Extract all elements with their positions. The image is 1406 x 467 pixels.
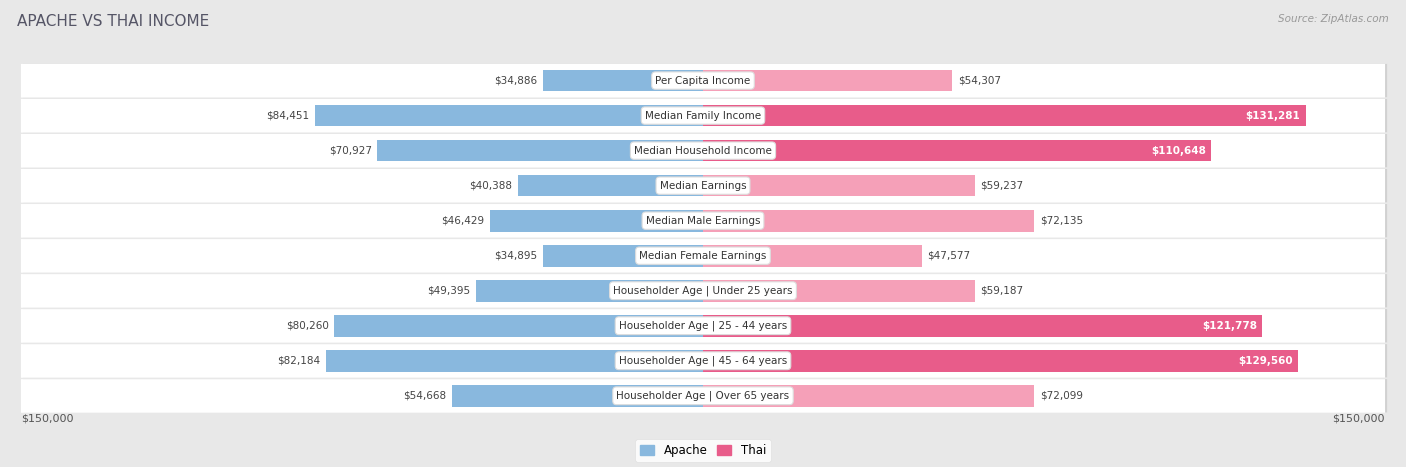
- Text: $47,577: $47,577: [927, 251, 970, 261]
- Text: $150,000: $150,000: [21, 414, 73, 424]
- Text: $40,388: $40,388: [470, 181, 512, 191]
- Bar: [517, 175, 703, 197]
- FancyBboxPatch shape: [22, 344, 1388, 377]
- Text: $121,778: $121,778: [1202, 321, 1257, 331]
- Text: $84,451: $84,451: [267, 111, 309, 120]
- FancyBboxPatch shape: [21, 204, 1385, 238]
- FancyBboxPatch shape: [22, 64, 1388, 97]
- Text: Median Female Earnings: Median Female Earnings: [640, 251, 766, 261]
- Text: $72,099: $72,099: [1039, 391, 1083, 401]
- Text: Householder Age | Over 65 years: Householder Age | Over 65 years: [616, 390, 790, 401]
- Text: $70,927: $70,927: [329, 146, 371, 156]
- Text: Per Capita Income: Per Capita Income: [655, 76, 751, 85]
- Bar: [703, 280, 974, 302]
- Text: Median Household Income: Median Household Income: [634, 146, 772, 156]
- Text: Median Male Earnings: Median Male Earnings: [645, 216, 761, 226]
- Text: $110,648: $110,648: [1152, 146, 1206, 156]
- Bar: [543, 245, 703, 267]
- Bar: [377, 140, 703, 162]
- Text: $80,260: $80,260: [285, 321, 329, 331]
- Bar: [477, 280, 703, 302]
- Bar: [703, 315, 1263, 337]
- FancyBboxPatch shape: [21, 64, 1385, 98]
- Text: Median Family Income: Median Family Income: [645, 111, 761, 120]
- Text: $72,135: $72,135: [1040, 216, 1083, 226]
- Text: Householder Age | 25 - 44 years: Householder Age | 25 - 44 years: [619, 320, 787, 331]
- FancyBboxPatch shape: [22, 239, 1388, 272]
- Bar: [703, 70, 952, 92]
- Bar: [451, 385, 703, 407]
- FancyBboxPatch shape: [22, 204, 1388, 237]
- FancyBboxPatch shape: [21, 134, 1385, 168]
- Bar: [703, 175, 976, 197]
- FancyBboxPatch shape: [21, 309, 1385, 343]
- Bar: [489, 210, 703, 232]
- Bar: [703, 140, 1211, 162]
- Text: $59,187: $59,187: [980, 286, 1024, 296]
- Bar: [315, 105, 703, 127]
- FancyBboxPatch shape: [21, 344, 1385, 378]
- FancyBboxPatch shape: [22, 379, 1388, 412]
- Legend: Apache, Thai: Apache, Thai: [636, 439, 770, 462]
- FancyBboxPatch shape: [22, 309, 1388, 342]
- FancyBboxPatch shape: [21, 99, 1385, 133]
- Text: $54,668: $54,668: [404, 391, 446, 401]
- Bar: [703, 245, 921, 267]
- Text: Householder Age | 45 - 64 years: Householder Age | 45 - 64 years: [619, 355, 787, 366]
- FancyBboxPatch shape: [21, 239, 1385, 273]
- FancyBboxPatch shape: [21, 169, 1385, 203]
- Text: Source: ZipAtlas.com: Source: ZipAtlas.com: [1278, 14, 1389, 24]
- FancyBboxPatch shape: [22, 274, 1388, 307]
- Text: $34,886: $34,886: [494, 76, 537, 85]
- Bar: [335, 315, 703, 337]
- Bar: [703, 210, 1035, 232]
- FancyBboxPatch shape: [21, 379, 1385, 413]
- Text: $49,395: $49,395: [427, 286, 471, 296]
- Bar: [703, 105, 1306, 127]
- Bar: [543, 70, 703, 92]
- Text: $82,184: $82,184: [277, 356, 321, 366]
- FancyBboxPatch shape: [22, 99, 1388, 132]
- Text: Median Earnings: Median Earnings: [659, 181, 747, 191]
- Text: $54,307: $54,307: [957, 76, 1001, 85]
- Text: $129,560: $129,560: [1237, 356, 1292, 366]
- Bar: [326, 350, 703, 372]
- Text: $59,237: $59,237: [980, 181, 1024, 191]
- Text: $131,281: $131,281: [1246, 111, 1301, 120]
- FancyBboxPatch shape: [22, 134, 1388, 167]
- Text: $34,895: $34,895: [494, 251, 537, 261]
- FancyBboxPatch shape: [22, 169, 1388, 202]
- Text: APACHE VS THAI INCOME: APACHE VS THAI INCOME: [17, 14, 209, 29]
- Bar: [703, 385, 1035, 407]
- Bar: [703, 350, 1298, 372]
- Text: $46,429: $46,429: [441, 216, 484, 226]
- Text: $150,000: $150,000: [1333, 414, 1385, 424]
- FancyBboxPatch shape: [21, 274, 1385, 308]
- Text: Householder Age | Under 25 years: Householder Age | Under 25 years: [613, 285, 793, 296]
